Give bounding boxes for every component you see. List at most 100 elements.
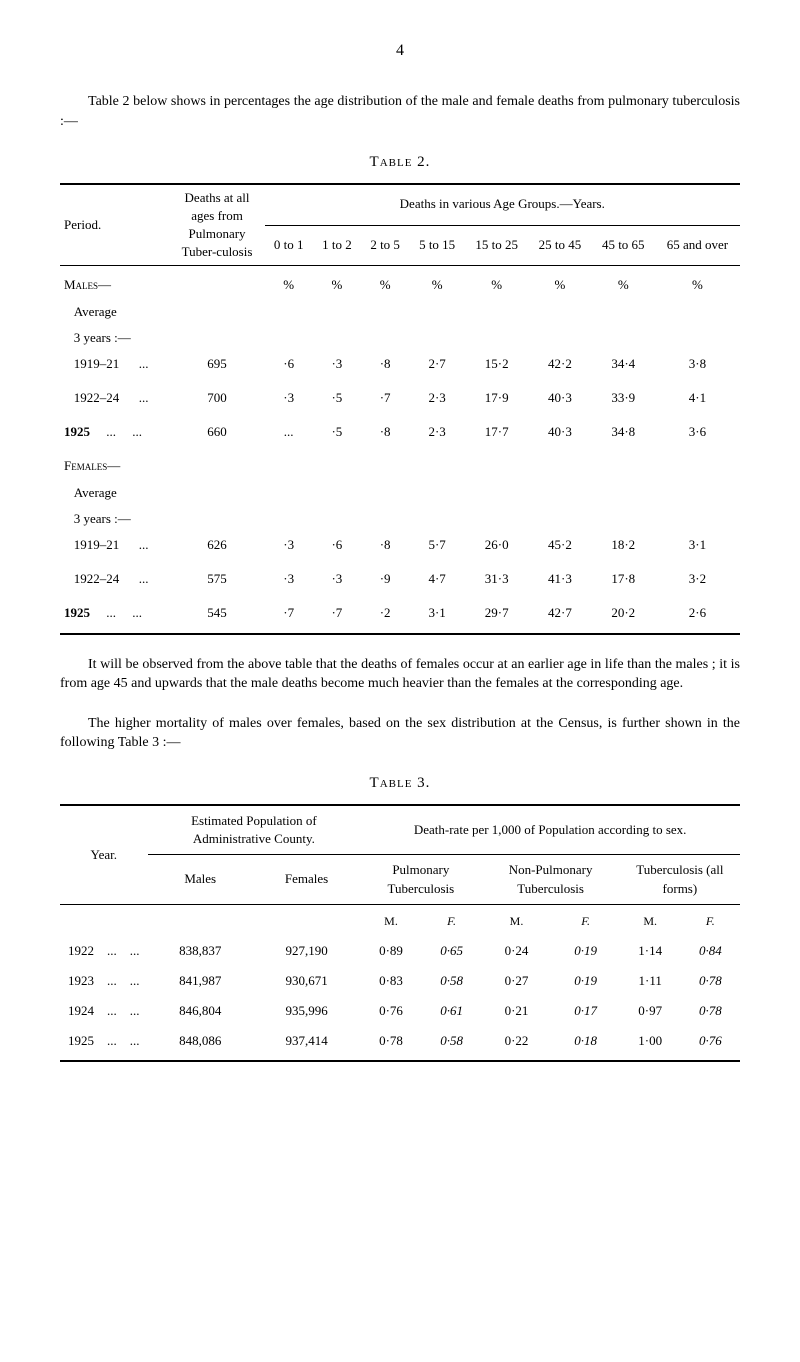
value-cell <box>361 445 409 453</box>
table-2: Period. Deaths at all ages from Pulmonar… <box>60 183 740 635</box>
value-cell: 1925 ... ... <box>60 1026 148 1061</box>
value-cell <box>528 411 591 419</box>
page-number: 4 <box>60 40 740 62</box>
period-cell: 3 years :— <box>60 325 170 351</box>
deaths-cell <box>170 453 265 479</box>
value-cell <box>265 377 313 385</box>
table-row: 3 years :— <box>60 325 740 351</box>
table-row: Average <box>60 480 740 506</box>
period-cell: 1925 ... ... <box>60 419 170 445</box>
value-cell <box>465 299 528 325</box>
period-cell <box>60 411 170 419</box>
value-cell <box>528 480 591 506</box>
value-cell <box>313 325 361 351</box>
period-cell: 1922–24 ... <box>60 566 170 592</box>
value-cell <box>528 453 591 479</box>
value-cell: ·2 <box>361 600 409 633</box>
value-cell <box>528 325 591 351</box>
age-col-1: 1 to 2 <box>313 225 361 266</box>
value-cell <box>655 592 740 600</box>
value-cell <box>361 480 409 506</box>
blank-cell <box>253 904 360 935</box>
value-cell: 927,190 <box>253 936 360 966</box>
value-cell <box>409 445 465 453</box>
value-cell: 0·22 <box>481 1026 551 1061</box>
col-allforms: Tuberculosis (all forms) <box>620 855 740 904</box>
value-cell <box>655 445 740 453</box>
period-cell: 3 years :— <box>60 506 170 532</box>
deaths-cell: 695 <box>170 351 265 377</box>
value-cell: 29·7 <box>465 600 528 633</box>
value-cell <box>313 445 361 453</box>
col-death-rate: Death-rate per 1,000 of Population accor… <box>360 805 740 855</box>
value-cell <box>409 377 465 385</box>
value-cell: 3·8 <box>655 351 740 377</box>
period-cell: 1919–21 ... <box>60 351 170 377</box>
value-cell: 0·97 <box>620 996 681 1026</box>
value-cell <box>592 377 655 385</box>
value-cell <box>265 445 313 453</box>
value-cell: 17·9 <box>465 385 528 411</box>
col-nonpulm: Non-Pulmonary Tuberculosis <box>481 855 619 904</box>
value-cell <box>528 558 591 566</box>
value-cell: ·3 <box>265 566 313 592</box>
value-cell: 0·76 <box>360 996 421 1026</box>
value-cell <box>265 325 313 351</box>
value-cell <box>528 445 591 453</box>
value-cell <box>361 377 409 385</box>
age-col-2: 2 to 5 <box>361 225 409 266</box>
value-cell <box>592 480 655 506</box>
col-females: Females <box>253 855 360 904</box>
value-cell: ·5 <box>313 385 361 411</box>
value-cell <box>361 411 409 419</box>
value-cell: 930,671 <box>253 966 360 996</box>
value-cell <box>409 592 465 600</box>
value-cell <box>592 445 655 453</box>
value-cell: 2·7 <box>409 351 465 377</box>
value-cell: 0·58 <box>422 966 482 996</box>
value-cell: ·8 <box>361 532 409 558</box>
table-row: 1919–21 ...626·3·6·85·726·045·218·23·1 <box>60 532 740 558</box>
value-cell <box>465 506 528 532</box>
value-cell <box>265 480 313 506</box>
period-cell <box>60 377 170 385</box>
value-cell: 0·65 <box>422 936 482 966</box>
value-cell <box>592 592 655 600</box>
col-est-pop: Estimated Population of Administrative C… <box>148 805 361 855</box>
deaths-cell <box>170 411 265 419</box>
body-paragraph-2: The higher mortality of males over femal… <box>60 714 740 753</box>
value-cell: ·8 <box>361 351 409 377</box>
value-cell <box>409 411 465 419</box>
table-row <box>60 445 740 453</box>
table-row: 1922–24 ...700·3·5·72·317·940·333·94·1 <box>60 385 740 411</box>
table-row: 1923 ... ...841,987930,6710·830·580·270·… <box>60 966 740 996</box>
deaths-cell: 626 <box>170 532 265 558</box>
deaths-cell: 545 <box>170 600 265 633</box>
value-cell <box>592 411 655 419</box>
value-cell: 1922 ... ... <box>60 936 148 966</box>
value-cell: 841,987 <box>148 966 253 996</box>
value-cell: 4·1 <box>655 385 740 411</box>
value-cell: 17·7 <box>465 419 528 445</box>
period-cell: Average <box>60 299 170 325</box>
deaths-cell <box>170 325 265 351</box>
value-cell: 2·3 <box>409 419 465 445</box>
table2-label: Table 2. <box>60 152 740 173</box>
period-cell <box>60 445 170 453</box>
value-cell <box>655 377 740 385</box>
value-cell <box>265 592 313 600</box>
value-cell: 1·00 <box>620 1026 681 1061</box>
value-cell: ·7 <box>361 385 409 411</box>
value-cell: 2·6 <box>655 600 740 633</box>
subhead-row: M.F.M.F.M.F. <box>60 904 740 935</box>
value-cell: % <box>655 266 740 299</box>
table-row: 1925 ... ...660...·5·82·317·740·334·83·6 <box>60 419 740 445</box>
value-cell: 846,804 <box>148 996 253 1026</box>
value-cell <box>409 506 465 532</box>
deaths-cell <box>170 506 265 532</box>
col-deaths-all: Deaths at all ages from Pulmonary Tuber-… <box>170 184 265 266</box>
m-label: M. <box>620 904 681 935</box>
value-cell: ·3 <box>265 532 313 558</box>
deaths-cell <box>170 377 265 385</box>
col-group-header: Deaths in various Age Groups.—Years. <box>265 184 740 225</box>
